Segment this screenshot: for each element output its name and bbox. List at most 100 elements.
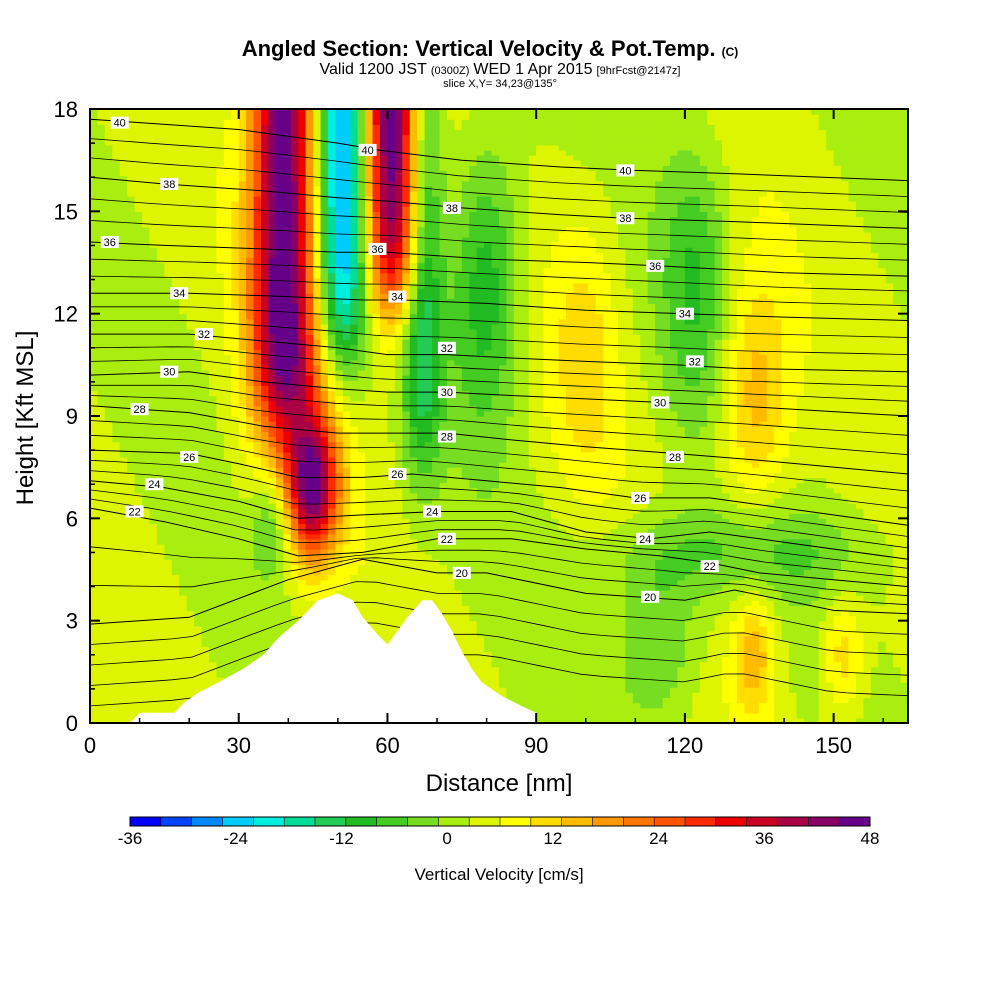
y-axis-label: Height [Kft MSL] <box>12 331 39 506</box>
colorbar-swatch <box>592 817 624 826</box>
theta-contour-minor <box>90 320 908 355</box>
x-tick-label: 60 <box>375 733 399 758</box>
contour-label: 36 <box>649 261 661 273</box>
theta-contour-minor <box>90 622 908 686</box>
colorbar-swatch <box>315 817 347 826</box>
theta-contour-minor <box>90 459 908 537</box>
contour-label: 26 <box>634 493 646 505</box>
theta-contour-20 <box>90 558 908 625</box>
contour-label-bg <box>423 505 442 518</box>
theta-contour-minor <box>90 258 908 292</box>
contour-label-bg <box>110 116 129 129</box>
contour-label: 24 <box>148 479 160 491</box>
y-tick-label: 3 <box>66 609 78 634</box>
colorbar-tick-label: 48 <box>861 829 880 848</box>
chart-title-unit: (C) <box>722 45 739 59</box>
colorbar-swatch <box>561 817 593 826</box>
contour-label-bg <box>616 212 635 225</box>
contour-label: 34 <box>679 309 691 321</box>
plot-area <box>90 109 908 723</box>
valid-time-utc: (0300Z) <box>431 65 470 77</box>
contour-label: 28 <box>441 432 453 444</box>
theta-contour-minor <box>90 198 908 245</box>
valid-time: Valid 1200 JST (0300Z) WED 1 Apr 2015 [9hrF… <box>320 61 681 78</box>
theta-contour-36 <box>90 241 908 277</box>
x-axis-label: Distance [nm] <box>426 770 573 797</box>
y-tick-label: 15 <box>54 199 78 224</box>
contour-label-bg <box>100 236 119 248</box>
contour-label-bg <box>646 259 665 272</box>
contour-label: 38 <box>163 179 175 191</box>
contour-label: 36 <box>104 237 116 249</box>
contour-label: 40 <box>114 118 126 130</box>
colorbar-swatch <box>376 817 408 826</box>
contour-label-bg <box>145 478 164 491</box>
contour-labels: 20 20 22 22 22 24 24 24 26 26 26 28 28 28 30 30 30 32 32 32… <box>100 116 719 604</box>
terrain-mask <box>90 593 537 723</box>
contour-label-bg <box>358 143 377 156</box>
contour-label-bg <box>631 491 650 504</box>
contour-label: 28 <box>669 452 681 464</box>
theta-contour-minor <box>90 359 908 402</box>
contour-label-bg <box>368 242 387 255</box>
contour-label-bg <box>180 450 199 463</box>
theta-contour-minor <box>90 470 908 549</box>
theta-contour-24 <box>90 480 908 560</box>
contour-label: 24 <box>426 507 438 519</box>
contour-label-bg <box>616 164 635 177</box>
contour-label-bg <box>700 560 719 573</box>
contour-label: 36 <box>371 244 383 256</box>
contour-label-bg <box>195 328 213 341</box>
contour-label: 32 <box>689 356 701 368</box>
colorbar-swatch <box>438 817 470 826</box>
colorbar-swatch <box>746 817 778 826</box>
theta-contour-40 <box>90 118 908 182</box>
theta-contours <box>90 118 908 707</box>
contour-label-bg <box>437 386 456 399</box>
contour-label-bg <box>442 201 461 214</box>
theta-contour-minor <box>90 157 908 213</box>
y-tick-label: 12 <box>54 302 78 327</box>
theta-contour-38 <box>90 176 908 229</box>
theta-contour-minor <box>90 306 908 338</box>
contour-label-bg <box>437 532 456 545</box>
theta-contour-minor <box>90 557 908 606</box>
x-tick-label: 0 <box>84 733 96 758</box>
colorbar-swatch <box>530 817 563 826</box>
contour-label: 22 <box>128 507 140 519</box>
theta-contour-minor <box>90 434 908 509</box>
contour-label-bg <box>666 450 684 463</box>
colorbar-swatch <box>407 817 439 826</box>
theta-contour-minor <box>90 384 908 436</box>
colorbar-swatch <box>130 817 162 826</box>
colorbar-swatch <box>777 817 809 826</box>
contour-label-bg <box>160 365 179 378</box>
contour-label: 28 <box>133 404 145 416</box>
contour-label-bg <box>651 396 670 409</box>
colorbar-swatch <box>715 817 748 826</box>
theta-contour-34 <box>90 292 908 321</box>
theta-contour-22 <box>90 507 908 588</box>
colorbar-tick-label: -24 <box>223 829 248 848</box>
colorbar-tick-label: 24 <box>649 829 668 848</box>
contour-label-bg <box>675 307 694 320</box>
contour-label-bg <box>636 532 655 545</box>
theta-contour-minor <box>90 581 908 645</box>
colorbar-tick-label: 12 <box>543 829 562 848</box>
chart-title: Angled Section: Vertical Velocity & Pot.… <box>242 36 739 61</box>
colorbar-swatch <box>284 817 316 826</box>
contour-label: 40 <box>619 165 631 177</box>
contour-label-bg <box>685 355 704 368</box>
contour-label: 22 <box>704 561 716 573</box>
theta-contour-minor <box>90 220 908 261</box>
contour-label: 24 <box>639 534 651 546</box>
contour-label: 32 <box>198 329 210 341</box>
contour-label: 38 <box>619 213 631 225</box>
theta-contour-minor <box>90 498 908 578</box>
colorbar-swatch <box>839 817 871 826</box>
contour-label-bg <box>388 468 407 480</box>
y-tick-label: 9 <box>66 404 78 429</box>
colorbar-title: Vertical Velocity [cm/s] <box>414 865 583 884</box>
